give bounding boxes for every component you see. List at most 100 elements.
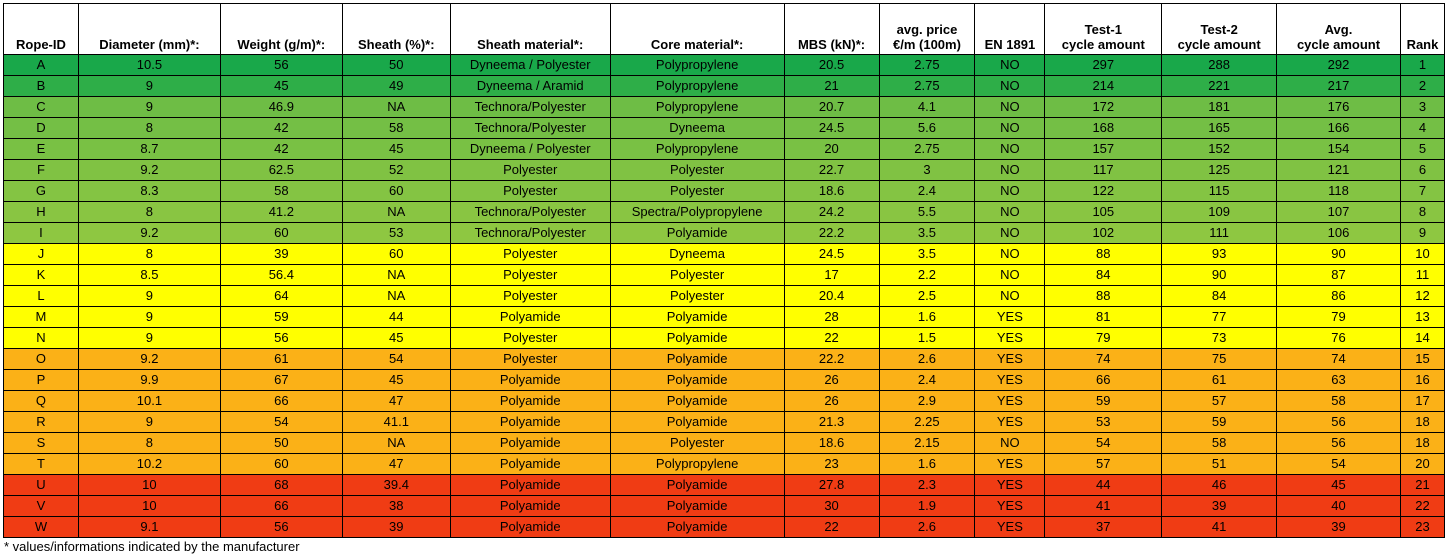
table-row: A 10.5 56 50 Dyneema / Polyester Polypropylen… — [3, 54, 1445, 76]
table-row: N 9 56 45 Polyester Polyamide 22 1.5 YES 79 73 76 14 — [3, 327, 1445, 349]
cell-sheath-percent: 39.4 — [341, 474, 451, 496]
cell-avg-price: 2.6 — [878, 516, 976, 538]
cell-diameter: 8 — [77, 117, 221, 139]
cell-core-material: Polypropylene — [609, 138, 785, 160]
table-row: U 10 68 39.4 Polyamide Polyamide 27.8 2.3 YES 44 4… — [3, 474, 1445, 496]
cell-sheath-material: Polyester — [449, 348, 611, 370]
cell-avg-cycle: 217 — [1276, 75, 1401, 97]
cell-rank: 16 — [1399, 369, 1445, 391]
cell-core-material: Polyamide — [609, 348, 785, 370]
table-body: A 10.5 56 50 Dyneema / Polyester Polypropylen… — [3, 54, 1445, 538]
cell-mbs: 22 — [783, 516, 880, 538]
cell-mbs: 21.3 — [783, 411, 880, 433]
cell-avg-price: 2.2 — [878, 264, 976, 286]
cell-test2: 125 — [1161, 159, 1278, 181]
cell-diameter: 9.1 — [77, 516, 221, 538]
cell-avg-price: 2.25 — [878, 411, 976, 433]
cell-sheath-percent: 54 — [341, 348, 451, 370]
cell-test1: 157 — [1044, 138, 1163, 160]
cell-mbs: 26 — [783, 369, 880, 391]
cell-mbs: 20.7 — [783, 96, 880, 118]
cell-sheath-percent: NA — [341, 264, 451, 286]
cell-en1891: NO — [974, 264, 1046, 286]
cell-diameter: 10 — [77, 495, 221, 517]
cell-en1891: NO — [974, 75, 1046, 97]
cell-core-material: Polyamide — [609, 474, 785, 496]
cell-avg-price: 3.5 — [878, 222, 976, 244]
cell-rope-id: B — [3, 75, 79, 97]
cell-rank: 10 — [1399, 243, 1445, 265]
cell-weight: 56 — [219, 54, 343, 76]
cell-rope-id: M — [3, 306, 79, 328]
cell-rope-id: R — [3, 411, 79, 433]
cell-test2: 58 — [1161, 432, 1278, 454]
column-header-sheath-material: Sheath material*: — [449, 3, 611, 55]
cell-avg-cycle: 79 — [1276, 306, 1401, 328]
cell-core-material: Polyamide — [609, 306, 785, 328]
cell-rank: 17 — [1399, 390, 1445, 412]
cell-test2: 59 — [1161, 411, 1278, 433]
cell-mbs: 20 — [783, 138, 880, 160]
cell-core-material: Polyester — [609, 180, 785, 202]
cell-avg-price: 3.5 — [878, 243, 976, 265]
cell-core-material: Polyamide — [609, 369, 785, 391]
cell-test2: 93 — [1161, 243, 1278, 265]
cell-sheath-percent: 45 — [341, 369, 451, 391]
cell-test2: 75 — [1161, 348, 1278, 370]
cell-rank: 8 — [1399, 201, 1445, 223]
cell-diameter: 9 — [77, 306, 221, 328]
table-row: D 8 42 58 Technora/Polyester Dyneema 24.5 5.6 NO… — [3, 117, 1445, 139]
cell-test1: 81 — [1044, 306, 1163, 328]
cell-diameter: 9 — [77, 411, 221, 433]
cell-sheath-percent: 60 — [341, 180, 451, 202]
cell-mbs: 22.2 — [783, 222, 880, 244]
column-header-rope-id: Rope-ID — [3, 3, 79, 55]
table-row: E 8.7 42 45 Dyneema / Polyester Polypropylene… — [3, 138, 1445, 160]
cell-rope-id: T — [3, 453, 79, 475]
cell-test1: 57 — [1044, 453, 1163, 475]
cell-weight: 60 — [219, 222, 343, 244]
cell-diameter: 8 — [77, 201, 221, 223]
cell-sheath-material: Dyneema / Polyester — [449, 54, 611, 76]
cell-en1891: YES — [974, 306, 1046, 328]
cell-sheath-material: Dyneema / Polyester — [449, 138, 611, 160]
cell-test1: 41 — [1044, 495, 1163, 517]
table-row: L 9 64 NA Polyester Polyester 20.4 2.5 NO 88 84 86 1… — [3, 285, 1445, 307]
cell-mbs: 26 — [783, 390, 880, 412]
cell-avg-cycle: 107 — [1276, 201, 1401, 223]
cell-en1891: YES — [974, 369, 1046, 391]
cell-avg-price: 5.5 — [878, 201, 976, 223]
cell-sheath-percent: 44 — [341, 306, 451, 328]
cell-sheath-material: Polyamide — [449, 411, 611, 433]
cell-rank: 14 — [1399, 327, 1445, 349]
table-row: J 8 39 60 Polyester Dyneema 24.5 3.5 NO 88 93 90 10 — [3, 243, 1445, 265]
column-header-diameter: Diameter (mm)*: — [77, 3, 221, 55]
cell-core-material: Spectra/Polypropylene — [609, 201, 785, 223]
cell-sheath-percent: 47 — [341, 453, 451, 475]
cell-weight: 64 — [219, 285, 343, 307]
cell-mbs: 21 — [783, 75, 880, 97]
cell-weight: 56 — [219, 516, 343, 538]
cell-diameter: 8 — [77, 243, 221, 265]
cell-test1: 88 — [1044, 285, 1163, 307]
cell-core-material: Polyester — [609, 159, 785, 181]
cell-rank: 5 — [1399, 138, 1445, 160]
cell-test2: 111 — [1161, 222, 1278, 244]
cell-test2: 84 — [1161, 285, 1278, 307]
cell-rope-id: I — [3, 222, 79, 244]
cell-test2: 115 — [1161, 180, 1278, 202]
cell-rope-id: J — [3, 243, 79, 265]
cell-sheath-material: Polyester — [449, 264, 611, 286]
cell-sheath-material: Technora/Polyester — [449, 222, 611, 244]
cell-rope-id: F — [3, 159, 79, 181]
cell-test1: 66 — [1044, 369, 1163, 391]
cell-avg-cycle: 56 — [1276, 411, 1401, 433]
cell-core-material: Polyamide — [609, 390, 785, 412]
cell-core-material: Polyamide — [609, 327, 785, 349]
cell-avg-price: 2.3 — [878, 474, 976, 496]
cell-en1891: YES — [974, 516, 1046, 538]
column-header-test2: Test-2 cycle amount — [1161, 3, 1278, 55]
cell-mbs: 23 — [783, 453, 880, 475]
cell-test1: 102 — [1044, 222, 1163, 244]
table-row: M 9 59 44 Polyamide Polyamide 28 1.6 YES 81 77 79 13 — [3, 306, 1445, 328]
